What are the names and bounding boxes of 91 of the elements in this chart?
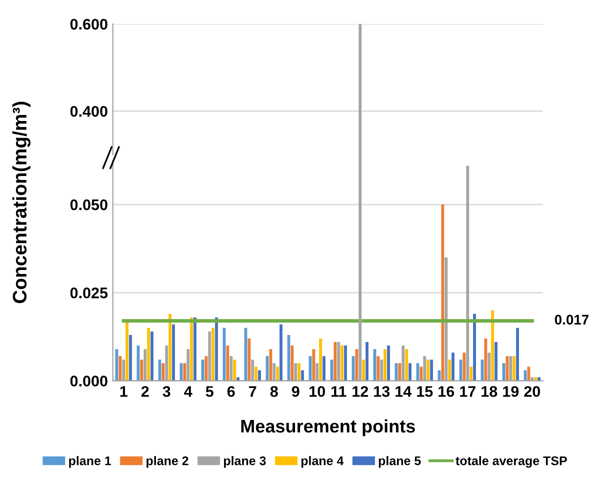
x-tick-label: 14 <box>396 386 412 397</box>
bar <box>441 204 444 381</box>
bar <box>204 356 208 381</box>
x-tick-label: 13 <box>374 386 390 397</box>
bar <box>126 320 129 381</box>
bar <box>150 331 154 381</box>
bar <box>172 324 175 381</box>
bar <box>280 324 282 381</box>
bar <box>190 317 194 381</box>
bar <box>366 342 368 381</box>
x-tick-label: 3 <box>162 386 170 397</box>
bar <box>254 366 258 381</box>
bar <box>506 356 509 381</box>
x-axis-title: Measurement points <box>241 419 415 436</box>
bar <box>322 356 326 381</box>
bar <box>448 360 452 381</box>
bar <box>226 346 230 381</box>
bar <box>362 360 366 381</box>
bar <box>494 342 498 381</box>
bar <box>269 349 272 381</box>
x-tick-label: 1 <box>120 386 128 397</box>
x-tick-label: 10 <box>310 386 325 397</box>
y-tick-label: 0.025 <box>70 288 108 298</box>
bar <box>183 363 186 381</box>
bar <box>212 328 215 381</box>
y-tick-label: 0.400 <box>70 106 108 117</box>
bar <box>376 356 380 381</box>
legend-label: plane 5 <box>378 456 421 468</box>
bar <box>491 310 494 381</box>
legend-label: plane 3 <box>224 456 266 468</box>
bar <box>233 360 236 381</box>
bar <box>248 338 251 381</box>
bar <box>129 334 132 381</box>
annotation: 0.017 <box>554 314 589 325</box>
bar <box>355 349 358 381</box>
bar <box>194 317 196 381</box>
x-tick-label: 12 <box>352 386 368 397</box>
legend-label: plane 1 <box>69 456 112 468</box>
bar <box>387 346 390 381</box>
bar <box>426 360 430 381</box>
bar <box>384 349 387 381</box>
y-tick-label: 0.000 <box>70 376 108 386</box>
bar <box>215 317 218 381</box>
x-tick-label: 17 <box>460 386 476 397</box>
legend-label: plane 2 <box>146 456 188 468</box>
x-tick-label: 2 <box>141 386 149 397</box>
bar <box>147 328 150 381</box>
x-tick-label: 6 <box>227 386 235 397</box>
bar <box>162 363 165 381</box>
x-tick-label: 20 <box>524 386 540 397</box>
x-tick-label: 19 <box>503 386 519 397</box>
bar <box>484 338 488 381</box>
bar <box>319 338 322 381</box>
y-tick-label: 0.050 <box>70 199 108 210</box>
bar <box>420 366 423 381</box>
x-tick-label: 4 <box>184 386 192 397</box>
bar <box>258 370 261 381</box>
bar <box>512 356 516 381</box>
x-tick-label: 15 <box>417 386 433 397</box>
bar <box>334 342 337 381</box>
bar <box>118 356 122 381</box>
bar <box>473 314 476 381</box>
x-tick-label: 11 <box>332 386 346 397</box>
bar <box>276 366 280 381</box>
x-tick-label: 9 <box>292 386 300 397</box>
bar <box>298 363 301 381</box>
legend-label: plane 4 <box>301 456 344 468</box>
bar <box>408 363 412 381</box>
y-axis-title: Concentration(mg/m³) <box>12 102 30 304</box>
bar <box>344 346 347 381</box>
bar <box>430 360 433 381</box>
bar <box>516 328 519 381</box>
x-tick-label: 7 <box>249 386 256 397</box>
bar <box>462 352 466 381</box>
x-tick-label: 5 <box>206 386 214 397</box>
y-tick-label: 0.600 <box>70 18 108 30</box>
bar <box>312 349 316 381</box>
bar <box>301 370 304 381</box>
bar <box>168 314 172 381</box>
bar <box>527 366 530 381</box>
bar <box>140 360 144 381</box>
bar <box>405 349 408 381</box>
x-tick-label: 18 <box>482 386 498 397</box>
legend-label: totale average TSP <box>456 456 567 468</box>
x-tick-label: 8 <box>270 386 278 397</box>
x-tick-label: 16 <box>438 386 454 397</box>
bar <box>290 346 294 381</box>
bar <box>470 366 473 381</box>
bar <box>398 363 402 381</box>
bar <box>340 346 344 381</box>
bar <box>452 352 454 381</box>
